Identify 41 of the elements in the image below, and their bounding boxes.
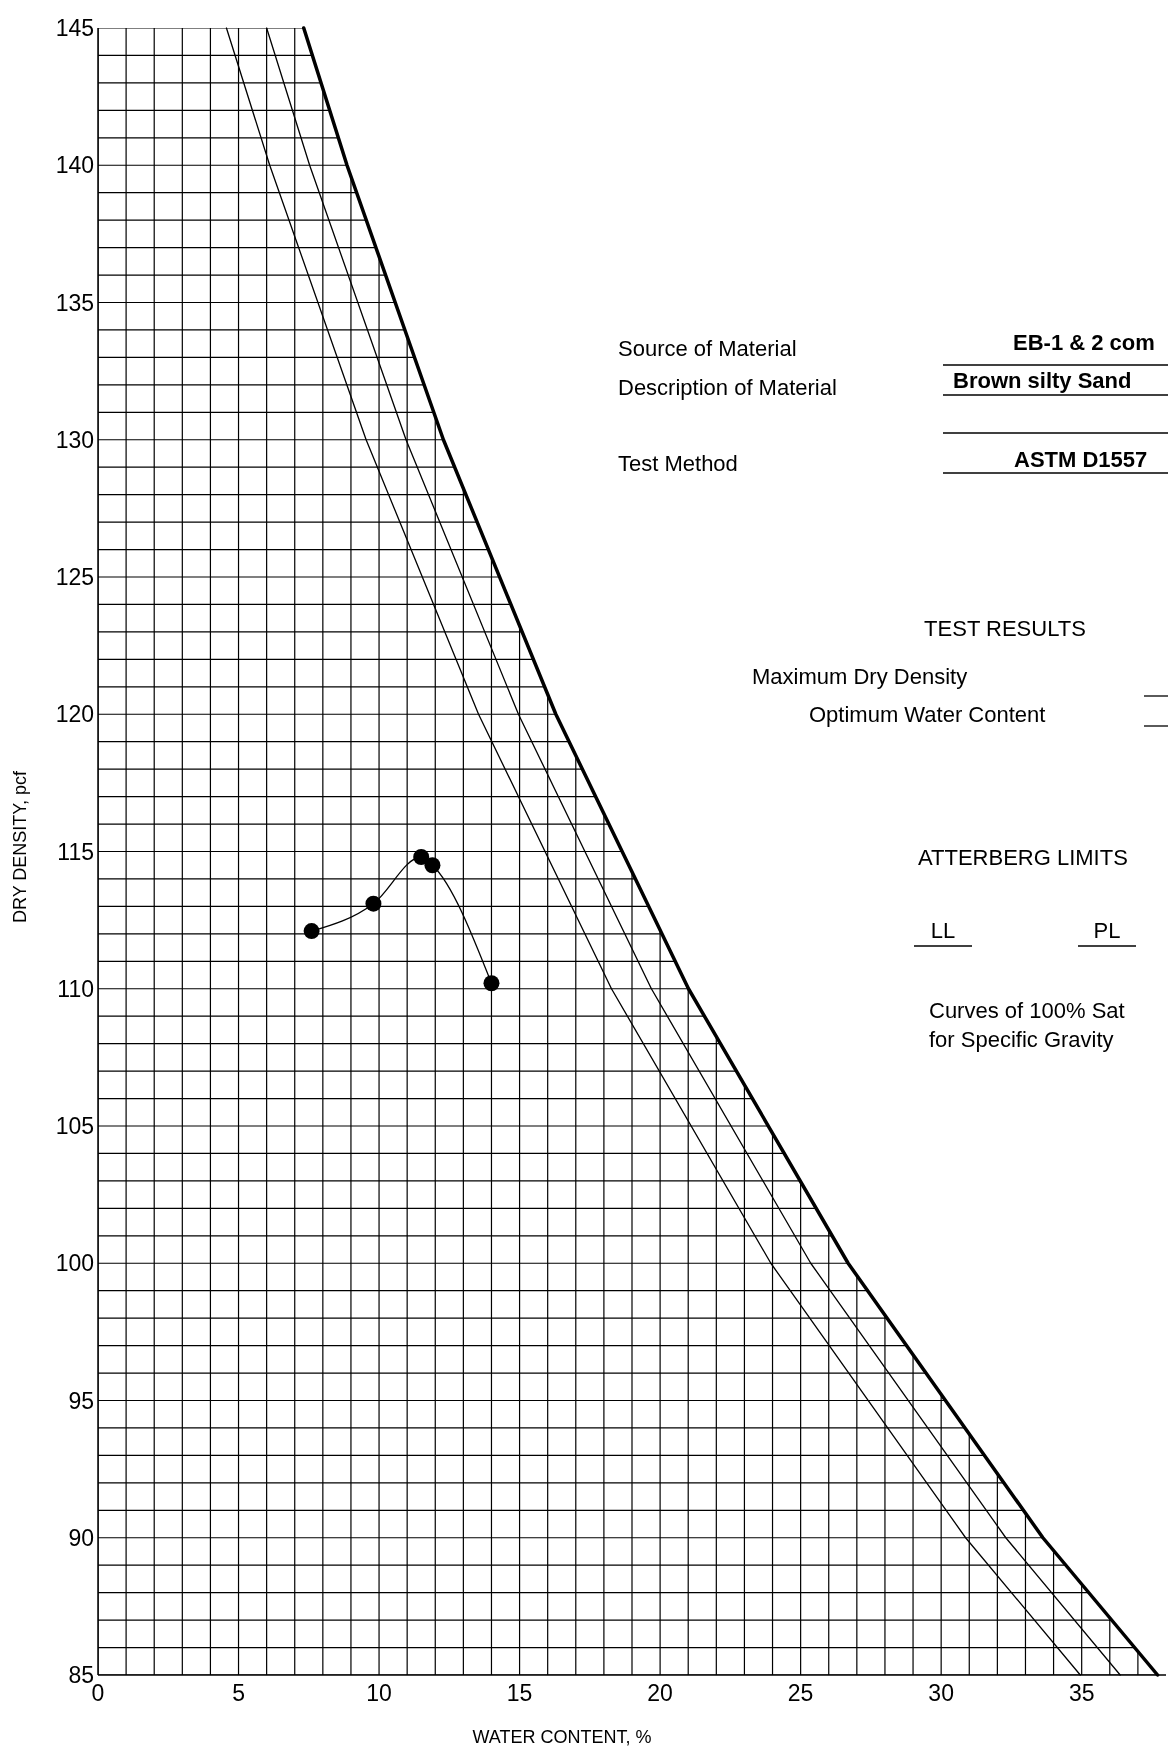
annotation: LL	[930, 918, 956, 943]
y-tick-label: 95	[68, 1387, 94, 1414]
y-tick-label: 130	[55, 426, 94, 453]
y-tick-label: 125	[55, 564, 94, 590]
x-tick-label: 25	[787, 1680, 814, 1706]
annotation: Description of Material	[618, 375, 837, 400]
annotation: for Specific Gravity	[929, 1027, 1114, 1052]
annotation: Optimum Water Content	[809, 702, 1046, 727]
point	[483, 975, 500, 992]
annotation: EB-1 & 2 com	[1013, 330, 1155, 355]
x-tick-label: 35	[1068, 1680, 1095, 1706]
point	[413, 848, 430, 865]
x-axis-title: WATER CONTENT, %	[472, 1727, 652, 1747]
x-tick-label: 20	[647, 1680, 673, 1706]
y-tick-label: 140	[55, 152, 94, 179]
x-tick-label: 15	[506, 1680, 533, 1706]
annotation: ASTM D1557	[1014, 447, 1148, 472]
x-tick-label: 30	[928, 1680, 954, 1706]
annotation: PL	[1093, 918, 1121, 943]
y-axis-title: DRY DENSITY, pcf	[10, 769, 30, 924]
point	[424, 857, 441, 874]
x-tick-label: 5	[232, 1680, 245, 1706]
y-tick-label: 110	[57, 975, 94, 1002]
y-tick-label: 105	[55, 1113, 94, 1139]
annotation: ATTERBERG LIMITS	[918, 845, 1128, 870]
y-tick-label: 145	[55, 15, 94, 41]
annotation: Test Method	[618, 451, 738, 476]
annotation: Brown silty Sand	[953, 368, 1132, 393]
y-tick-label: 85	[68, 1662, 94, 1688]
annotation: TEST RESULTS	[924, 616, 1086, 641]
annotation: Source of Material	[618, 336, 797, 361]
y-tick-label: 100	[55, 1250, 94, 1277]
y-tick-label: 115	[57, 838, 94, 865]
point	[365, 895, 382, 912]
annotation: Maximum Dry Density	[752, 664, 968, 689]
y-tick-label: 120	[55, 701, 94, 728]
point	[303, 923, 320, 940]
annotation: Curves of 100% Sat	[929, 998, 1125, 1023]
x-tick-label: 10	[366, 1680, 392, 1706]
y-tick-label: 90	[68, 1524, 94, 1551]
y-tick-label: 135	[55, 289, 94, 316]
